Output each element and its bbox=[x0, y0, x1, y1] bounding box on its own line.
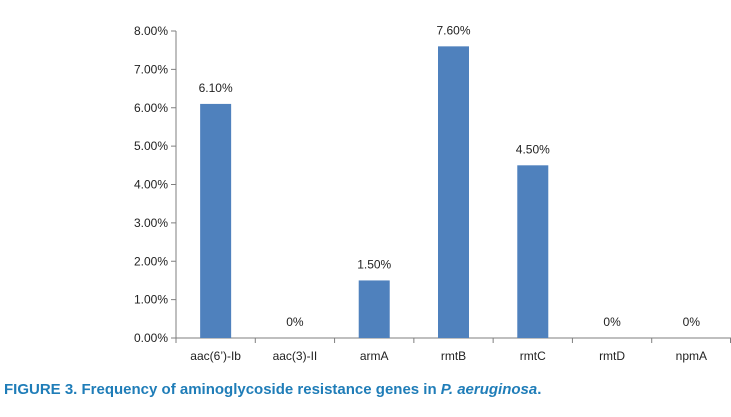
y-tick-label: 0.00% bbox=[134, 331, 168, 345]
data-label: 1.50% bbox=[357, 257, 391, 271]
y-tick-label: 8.00% bbox=[134, 24, 168, 38]
bar bbox=[358, 280, 390, 338]
data-label: 6.10% bbox=[199, 81, 233, 95]
data-label: 4.50% bbox=[516, 142, 550, 156]
bar-series bbox=[200, 46, 549, 338]
y-tick-label: 2.00% bbox=[134, 254, 168, 268]
x-axis: aac(6’)-Ib aac(3)-II armA rmtB rmtC rmtD npmA bbox=[175, 337, 731, 363]
bar bbox=[200, 103, 232, 338]
x-tick-label: npmA bbox=[676, 349, 707, 363]
x-tick-label: rmtB bbox=[441, 349, 466, 363]
data-label: 0% bbox=[286, 315, 304, 329]
data-labels: 6.10% 0% 1.50% 7.60% 4.50% 0% 0% bbox=[199, 23, 701, 329]
data-label: 7.60% bbox=[436, 23, 470, 37]
x-tick-label: rmtC bbox=[520, 349, 546, 363]
y-tick-label: 6.00% bbox=[134, 101, 168, 115]
y-axis: 0.00% 1.00% 2.00% 3.00% 4.00% 5.00% 6.00% 7.00%… bbox=[134, 24, 177, 345]
figure-caption-species: P. aeruginosa bbox=[440, 381, 538, 398]
x-tick-label: armA bbox=[360, 349, 389, 363]
bar bbox=[438, 46, 469, 338]
y-tick-label: 4.00% bbox=[134, 178, 168, 192]
figure-caption-suffix: . bbox=[537, 381, 542, 398]
y-tick-label: 1.00% bbox=[134, 293, 168, 307]
figure-caption: FIGURE 3. Frequency of aminoglycoside re… bbox=[4, 381, 541, 398]
bar bbox=[517, 165, 549, 338]
figure-caption-prefix: FIGURE 3. Frequency of aminoglycoside re… bbox=[4, 381, 441, 398]
x-tick-label: aac(6’)-Ib bbox=[190, 349, 241, 363]
y-tick-label: 3.00% bbox=[134, 216, 168, 230]
x-tick-label: rmtD bbox=[599, 349, 625, 363]
data-label: 0% bbox=[603, 315, 621, 329]
x-tick-label: aac(3)-II bbox=[273, 349, 318, 363]
y-tick-label: 5.00% bbox=[134, 139, 168, 153]
data-label: 0% bbox=[683, 315, 701, 329]
y-tick-label: 7.00% bbox=[134, 62, 168, 76]
bar-chart: 0.00% 1.00% 2.00% 3.00% 4.00% 5.00% 6.00% 7.00%… bbox=[134, 23, 731, 363]
